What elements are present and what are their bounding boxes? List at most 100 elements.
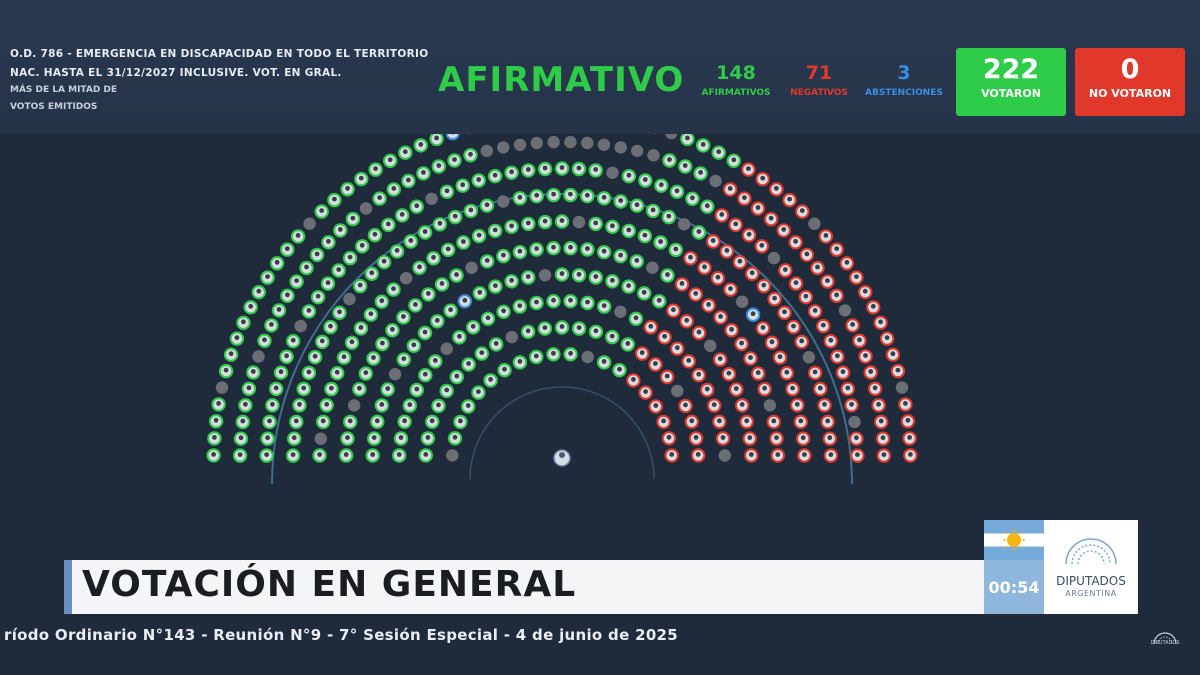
seat-avatar-icon — [462, 297, 468, 303]
seat-avatar-icon — [716, 149, 722, 155]
seat-avatar-icon — [726, 370, 732, 376]
seat-ausente — [440, 342, 453, 355]
seat-avatar-icon — [658, 182, 664, 188]
seat-avatar-icon — [379, 298, 385, 304]
abstenciones-value: 3 — [897, 62, 911, 84]
seat-avatar-icon — [328, 323, 333, 329]
seat-avatar-icon — [525, 328, 531, 334]
seat-ausente — [581, 136, 594, 150]
votaron-box: 222 VOTARON — [956, 48, 1066, 116]
seat-avatar-icon — [542, 325, 548, 330]
seat-avatar-icon — [863, 353, 868, 358]
seat-avatar-icon — [314, 251, 320, 257]
majority-type-line-1: MÁS DE LA MITAD DE — [10, 85, 118, 95]
seat-avatar-icon — [434, 135, 439, 141]
seat-avatar-icon — [704, 203, 710, 209]
seat-avatar-icon — [381, 258, 387, 264]
seat-avatar-icon — [551, 297, 556, 303]
sun-of-may-icon — [1003, 529, 1025, 551]
seat-avatar-icon — [437, 220, 443, 226]
seat-avatar-icon — [451, 134, 455, 135]
seat-avatar-icon — [787, 196, 792, 202]
seat-avatar-icon — [319, 208, 325, 213]
seat-avatar-icon — [379, 402, 385, 407]
seat-avatar-icon — [422, 229, 428, 234]
logo-name: DIPUTADOS — [1056, 574, 1126, 588]
seat-avatar-icon — [345, 435, 350, 440]
seat-avatar-icon — [868, 369, 874, 374]
seat-avatar-icon — [468, 151, 473, 157]
seat-avatar-icon — [782, 267, 788, 272]
seat-avatar-icon — [216, 401, 222, 406]
seat-ausente — [572, 215, 586, 229]
seat-avatar-icon — [719, 212, 725, 217]
seat-avatar-icon — [799, 208, 805, 213]
seat-avatar-icon — [350, 215, 356, 221]
seat-avatar-icon — [274, 259, 280, 265]
seat-avatar-icon — [436, 163, 442, 168]
seat-avatar-icon — [755, 370, 761, 375]
seat-avatar-icon — [551, 244, 556, 250]
seat-avatar-icon — [890, 351, 896, 357]
seat-avatar-icon — [493, 341, 499, 346]
seat-avatar-icon — [285, 292, 290, 298]
seat-avatar-icon — [666, 434, 672, 440]
seat-avatar-icon — [432, 358, 438, 363]
seat-avatar-icon — [749, 270, 755, 276]
seat-avatar-icon — [293, 418, 299, 424]
seat-avatar-icon — [639, 350, 645, 355]
seat-avatar-icon — [460, 182, 466, 188]
seat-avatar-icon — [878, 319, 883, 325]
seat-avatar-icon — [329, 385, 334, 391]
seat-avatar-icon — [610, 277, 615, 283]
seat-avatar-icon — [775, 452, 781, 457]
seat-ausente — [497, 141, 510, 154]
seat-avatar-icon — [747, 435, 753, 440]
seat-avatar-icon — [371, 435, 377, 440]
seat-avatar-icon — [793, 238, 798, 244]
seat-avatar-icon — [291, 435, 297, 441]
seat-abstencion — [445, 134, 460, 141]
seat-ausente — [564, 135, 577, 149]
seat-avatar-icon — [696, 229, 702, 234]
seat-avatar-icon — [262, 337, 267, 343]
negativos-label: NEGATIVOS — [790, 88, 848, 98]
seat-avatar-icon — [684, 317, 690, 323]
seat-avatar-icon — [803, 293, 809, 299]
seat-avatar-icon — [533, 353, 539, 359]
seat-avatar-icon — [238, 435, 244, 441]
seat-ausente — [497, 195, 510, 208]
seat-avatar-icon — [377, 195, 382, 200]
seat-avatar-icon — [728, 286, 733, 291]
seat-avatar-icon — [664, 373, 670, 379]
seat-ausente — [303, 217, 316, 230]
seat-avatar-icon — [682, 163, 688, 168]
seat-avatar-icon — [820, 322, 826, 328]
seat-avatar-icon — [908, 452, 913, 457]
seat-avatar-icon — [800, 435, 806, 441]
seat-avatar-icon — [517, 303, 523, 308]
seat-avatar-icon — [256, 288, 262, 294]
votaron-label: VOTARON — [981, 87, 1041, 100]
seat-avatar-icon — [337, 227, 343, 232]
seat-avatar-icon — [784, 369, 790, 375]
seat-avatar-icon — [686, 358, 692, 363]
seat-avatar-icon — [492, 227, 498, 233]
seat-avatar-icon — [465, 403, 471, 408]
seat-avatar-icon — [448, 307, 453, 313]
seat-avatar-icon — [626, 172, 632, 178]
seat-avatar-icon — [228, 351, 234, 357]
seat-avatar-icon — [422, 371, 428, 377]
seat-ausente — [215, 381, 229, 394]
seat-avatar-icon — [407, 402, 413, 407]
seat-avatar-icon — [907, 435, 912, 440]
seat-avatar-icon — [817, 385, 823, 391]
seat-avatar-icon — [278, 369, 284, 375]
seat-avatar-icon — [870, 303, 876, 309]
seat-avatar-icon — [710, 238, 716, 243]
seat-ausente — [646, 261, 659, 274]
seat-avatar-icon — [370, 452, 376, 457]
seat-avatar-icon — [414, 203, 420, 209]
seat-avatar-icon — [290, 337, 296, 343]
seat-avatar-icon — [243, 401, 248, 407]
